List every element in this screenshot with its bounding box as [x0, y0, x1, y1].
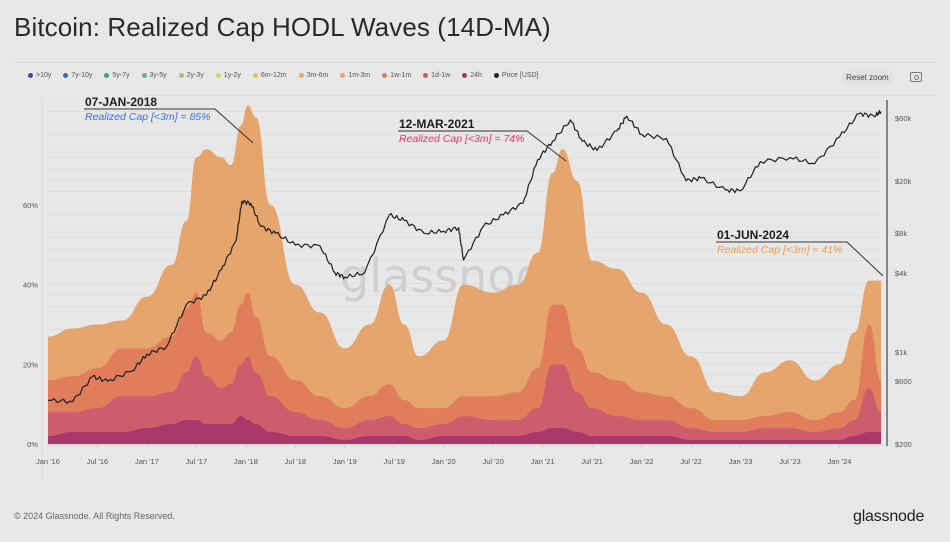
- legend-label: 7y-10y: [71, 72, 93, 79]
- x-tick-label: Jan '21: [531, 457, 555, 466]
- legend-label: 1w-1m: [390, 72, 412, 79]
- legend-item[interactable]: 6m-12m: [252, 72, 287, 79]
- price-tick-label: $60k: [895, 114, 912, 123]
- legend-marker-icon: [63, 73, 69, 78]
- annotation-value: Realized Cap [<3m] = 85%: [85, 111, 211, 123]
- legend-item[interactable]: 5y-7y: [104, 72, 130, 79]
- legend-item[interactable]: 1d-1w: [423, 72, 450, 79]
- y-tick-label: 40%: [23, 281, 38, 290]
- x-tick-label: Jan '20: [432, 457, 456, 466]
- camera-icon[interactable]: [910, 72, 922, 82]
- x-tick-label: Jan '16: [36, 457, 60, 466]
- legend-marker-icon: [382, 73, 388, 78]
- legend-divider: [145, 95, 935, 96]
- x-tick-label: Jul '22: [680, 457, 701, 466]
- reset-zoom-button[interactable]: Reset zoom: [842, 71, 893, 84]
- footer-copyright: © 2024 Glassnode. All Rights Reserved.: [14, 511, 175, 521]
- x-tick-label: Jul '23: [779, 457, 800, 466]
- axes: 0% 20% 40% 60% $200 $600 $1k $4k $8k $20k $60k Jan …: [23, 100, 912, 480]
- legend-item[interactable]: 2y-3y: [178, 72, 204, 79]
- legend-label: 6m-12m: [260, 72, 287, 79]
- footer-logo: glassnode: [853, 508, 925, 525]
- x-tick-label: Jan '18: [234, 457, 258, 466]
- legend-marker-icon: [340, 73, 346, 78]
- annotation-date: 07-JAN-2018: [85, 95, 157, 109]
- price-tick-label: $600: [895, 377, 912, 386]
- price-tick-label: $1k: [895, 348, 907, 357]
- x-tick-label: Jul '21: [581, 457, 602, 466]
- y-tick-label: 20%: [23, 360, 38, 369]
- legend-item[interactable]: 3y-5y: [141, 72, 167, 79]
- annotation: 01-JUN-2024 Realized Cap [<3m] = 41%: [716, 228, 884, 277]
- annotation-date: 12-MAR-2021: [399, 117, 475, 131]
- annotation: 07-JAN-2018 Realized Cap [<3m] = 85%: [84, 95, 254, 144]
- price-tick-label: $8k: [895, 229, 907, 238]
- legend-label: 1m-3m: [348, 72, 371, 79]
- legend-label: 1y-2y: [223, 72, 241, 79]
- legend-marker-icon: [178, 73, 184, 78]
- legend-marker-icon: [298, 73, 304, 78]
- x-tick-label: Jul '16: [87, 457, 108, 466]
- price-tick-label: $20k: [895, 177, 912, 186]
- annotation-leader-line: [716, 241, 884, 277]
- annotation-value: Realized Cap [<3m] = 41%: [717, 244, 843, 256]
- legend-label: 24h: [470, 72, 482, 79]
- annotation-value: Realized Cap [<3m] = 74%: [399, 133, 525, 145]
- chart-panel: [14, 62, 936, 483]
- chart-title: Bitcoin: Realized Cap HODL Waves (14D-MA…: [14, 12, 551, 42]
- area-1d-1w: [48, 356, 882, 444]
- annotation-leader-line: [84, 108, 254, 144]
- legend-marker-icon: [215, 73, 221, 78]
- annotation-leader-line: [398, 130, 567, 162]
- legend-label: 2y-3y: [186, 72, 204, 79]
- x-tick-label: Jan '24: [828, 457, 852, 466]
- legend-item[interactable]: Price [USD]: [493, 72, 539, 79]
- legend-item[interactable]: 24h: [462, 72, 482, 79]
- annotations: 07-JAN-2018 Realized Cap [<3m] = 85% 12-MA…: [84, 95, 884, 277]
- legend-label: 3y-5y: [149, 72, 167, 79]
- legend-marker-icon: [141, 73, 147, 78]
- area-24h: [48, 416, 882, 444]
- legend-marker-icon: [252, 73, 258, 78]
- legend-marker-icon: [462, 73, 468, 78]
- area-series: [48, 105, 882, 445]
- x-tick-label: Jan '19: [333, 457, 357, 466]
- legend-marker-icon: [423, 73, 429, 78]
- legend-item[interactable]: 3m-6m: [298, 72, 329, 79]
- x-tick-label: Jan '23: [729, 457, 753, 466]
- annotation: 12-MAR-2021 Realized Cap [<3m] = 74%: [398, 117, 567, 162]
- legend-item[interactable]: 1y-2y: [215, 72, 241, 79]
- legend-item[interactable]: 7y-10y: [63, 72, 92, 79]
- legend: >10y 7y-10y 5y-7y 3y-5y 2y-3y 1y-2y 6m-12m 3m-6…: [28, 72, 550, 79]
- y-tick-label: 0%: [27, 440, 38, 449]
- x-tick-label: Jul '18: [285, 457, 306, 466]
- legend-label: >10y: [36, 72, 52, 79]
- x-tick-label: Jul '19: [384, 457, 405, 466]
- price-tick-label: $200: [895, 440, 912, 449]
- legend-item[interactable]: 1m-3m: [340, 72, 370, 79]
- legend-label: 1d-1w: [431, 72, 451, 79]
- x-tick-label: Jan '22: [630, 457, 654, 466]
- legend-marker-icon: [28, 73, 33, 78]
- legend-marker-icon: [104, 73, 110, 78]
- legend-label: 3m-6m: [306, 72, 329, 79]
- x-tick-label: Jul '17: [186, 457, 207, 466]
- y-tick-label: 60%: [23, 201, 38, 210]
- price-series: [47, 110, 882, 404]
- price-tick-label: $4k: [895, 269, 907, 278]
- annotation-date: 01-JUN-2024: [717, 228, 789, 242]
- x-tick-label: Jul '20: [482, 457, 503, 466]
- legend-item[interactable]: >10y: [28, 72, 51, 79]
- legend-item[interactable]: 1w-1m: [382, 72, 411, 79]
- legend-label: Price [USD]: [501, 72, 539, 79]
- x-tick-label: Jan '17: [135, 457, 159, 466]
- legend-label: 5y-7y: [112, 72, 130, 79]
- legend-marker-icon: [493, 73, 499, 78]
- price-line: [47, 110, 882, 404]
